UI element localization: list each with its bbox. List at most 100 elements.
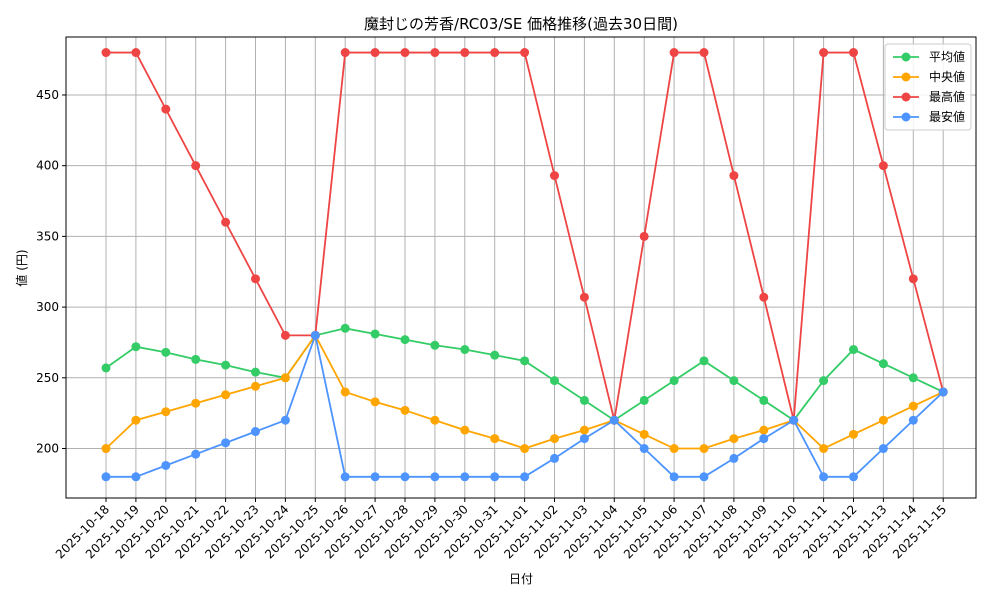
- data-point: [251, 381, 260, 391]
- data-point: [490, 350, 500, 360]
- legend-marker: [901, 112, 911, 122]
- data-point: [490, 472, 500, 482]
- data-point: [430, 340, 440, 350]
- data-point: [759, 292, 769, 302]
- data-point: [520, 444, 530, 454]
- y-tick-label: 200: [36, 442, 59, 456]
- data-point: [131, 342, 141, 352]
- data-point: [849, 345, 858, 355]
- data-point: [789, 415, 799, 425]
- data-point: [221, 360, 231, 370]
- data-point: [191, 449, 201, 459]
- data-point: [550, 434, 559, 444]
- legend-label: 最高値: [929, 89, 965, 104]
- data-point: [849, 48, 858, 58]
- plot-background: [66, 37, 976, 498]
- data-point: [669, 472, 679, 482]
- data-point: [460, 345, 470, 355]
- data-point: [819, 48, 829, 58]
- data-point: [639, 429, 649, 439]
- x-ticks: 2025-10-182025-10-192025-10-202025-10-21…: [53, 498, 949, 561]
- data-point: [729, 171, 739, 181]
- data-point: [221, 438, 231, 448]
- data-point: [131, 415, 141, 425]
- data-point: [191, 398, 201, 408]
- data-point: [579, 425, 589, 435]
- data-point: [131, 472, 141, 482]
- legend-marker: [901, 72, 911, 82]
- data-point: [759, 425, 769, 435]
- data-point: [430, 48, 440, 58]
- data-point: [460, 425, 470, 435]
- plot-frame: [65, 36, 977, 499]
- data-point: [161, 347, 171, 357]
- data-point: [908, 401, 918, 411]
- data-point: [400, 48, 410, 58]
- data-point: [221, 390, 231, 400]
- data-point: [878, 359, 888, 369]
- data-point: [550, 171, 559, 181]
- data-point: [340, 387, 350, 397]
- data-point: [191, 161, 201, 171]
- data-point: [221, 217, 231, 227]
- data-point: [101, 48, 111, 58]
- data-point: [161, 104, 171, 114]
- data-point: [280, 373, 290, 383]
- data-point: [370, 329, 380, 339]
- x-axis-label: 日付: [509, 572, 533, 586]
- data-point: [280, 415, 290, 425]
- data-point: [729, 453, 739, 463]
- data-point: [101, 444, 111, 454]
- data-point: [370, 472, 380, 482]
- data-point: [699, 48, 709, 58]
- data-point: [370, 48, 380, 58]
- data-point: [400, 405, 410, 415]
- legend-marker: [901, 92, 911, 102]
- data-point: [101, 363, 111, 373]
- data-point: [849, 429, 858, 439]
- data-point: [669, 444, 679, 454]
- data-point: [520, 356, 530, 366]
- data-point: [280, 330, 290, 340]
- legend-label: 中央値: [929, 69, 965, 84]
- data-point: [908, 415, 918, 425]
- data-point: [340, 48, 350, 58]
- data-point: [639, 444, 649, 454]
- data-point: [669, 376, 679, 386]
- data-point: [819, 444, 829, 454]
- data-point: [161, 460, 171, 470]
- data-point: [878, 444, 888, 454]
- data-point: [699, 356, 709, 366]
- data-point: [878, 415, 888, 425]
- data-point: [520, 48, 530, 58]
- data-point: [609, 415, 619, 425]
- chart-title: 魔封じの芳香/RC03/SE 価格推移(過去30日間): [364, 15, 678, 33]
- data-point: [550, 453, 559, 463]
- data-point: [759, 434, 769, 444]
- data-point: [550, 376, 559, 386]
- data-point: [251, 427, 260, 437]
- data-point: [430, 415, 440, 425]
- data-point: [161, 407, 171, 417]
- data-point: [310, 330, 320, 340]
- data-point: [131, 48, 141, 58]
- data-point: [908, 274, 918, 284]
- series-layer: [101, 48, 948, 482]
- data-point: [251, 274, 260, 284]
- data-point: [819, 376, 829, 386]
- legend-marker: [901, 52, 911, 62]
- y-tick-label: 400: [36, 159, 59, 173]
- data-point: [400, 472, 410, 482]
- data-point: [699, 472, 709, 482]
- series-4: [101, 330, 948, 482]
- data-point: [101, 472, 111, 482]
- y-tick-label: 450: [36, 88, 59, 102]
- data-point: [849, 472, 858, 482]
- legend-label: 平均値: [929, 49, 965, 64]
- data-point: [490, 48, 500, 58]
- y-tick-label: 250: [36, 371, 59, 385]
- data-point: [460, 48, 470, 58]
- data-point: [938, 387, 948, 397]
